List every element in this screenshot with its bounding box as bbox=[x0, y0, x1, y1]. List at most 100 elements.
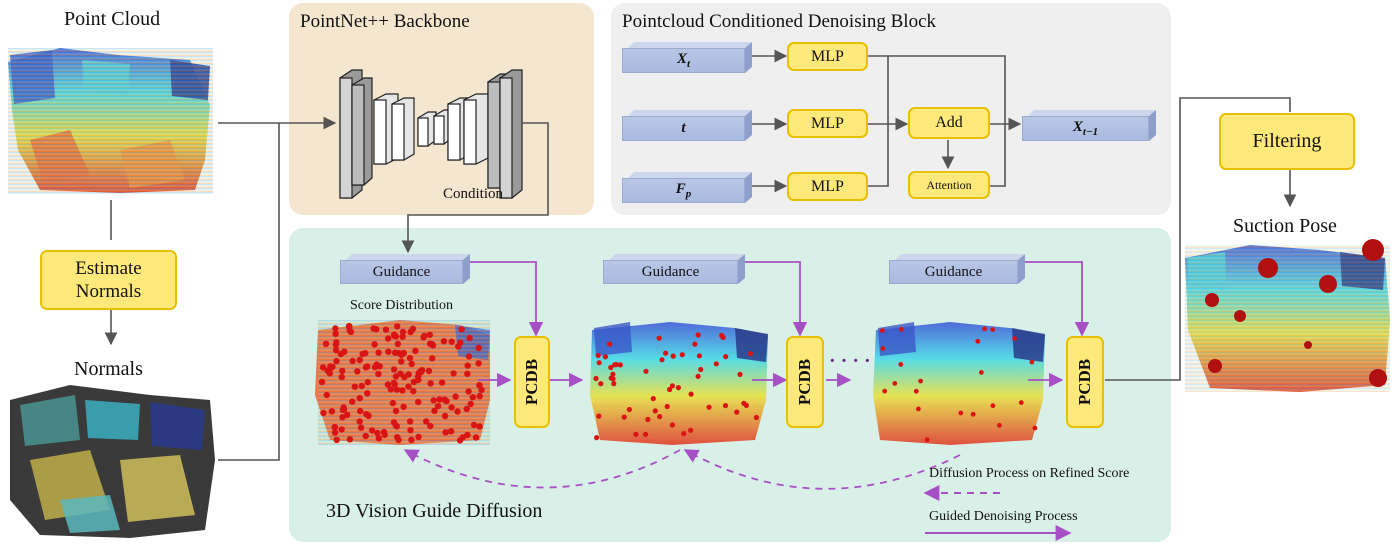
pcdb-label-3: PCDB bbox=[1075, 358, 1094, 406]
ellipsis: · · · · bbox=[829, 350, 871, 372]
score-dot-1 bbox=[442, 429, 449, 436]
score-dot-1 bbox=[472, 434, 480, 441]
suction-mark bbox=[1205, 293, 1219, 307]
estimate-normals-box: Estimate Normals bbox=[40, 250, 177, 310]
input-fp-subscript: p bbox=[685, 188, 692, 200]
legend-dashed-label: Diffusion Process on Refined Score bbox=[929, 466, 1130, 481]
score-dot-3 bbox=[918, 378, 923, 384]
score-dot-1 bbox=[363, 411, 370, 418]
score-dot-2 bbox=[598, 381, 604, 387]
score-dot-3 bbox=[997, 422, 1002, 428]
suction-mark bbox=[1304, 341, 1312, 349]
score-dot-3 bbox=[913, 388, 919, 394]
score-dot-3 bbox=[970, 411, 976, 417]
score-dot-1 bbox=[441, 412, 449, 420]
score-dot-1 bbox=[415, 398, 422, 406]
score-dot-2 bbox=[611, 381, 617, 387]
score-dot-2 bbox=[692, 341, 698, 347]
backbone-title: PointNet++ Backbone bbox=[300, 11, 470, 32]
score-dot-2 bbox=[698, 366, 704, 373]
score-dot-1 bbox=[382, 326, 390, 333]
score-dot-1 bbox=[476, 382, 483, 389]
score-dot-1 bbox=[339, 414, 346, 421]
score-dot-1 bbox=[333, 339, 340, 346]
score-dot-2 bbox=[612, 362, 618, 368]
score-dot-1 bbox=[395, 436, 402, 444]
score-dot-1 bbox=[434, 403, 442, 410]
suction-pose-image bbox=[1185, 245, 1390, 392]
score-dot-2 bbox=[643, 368, 649, 374]
score-dot-1 bbox=[427, 380, 434, 387]
score-dot-2 bbox=[696, 353, 703, 359]
score-dot-1 bbox=[448, 338, 455, 345]
normals-image bbox=[10, 385, 215, 538]
score-dot-1 bbox=[398, 358, 405, 365]
score-dot-1 bbox=[390, 366, 398, 373]
score-dot-1 bbox=[465, 388, 472, 395]
score-dot-1 bbox=[332, 330, 339, 338]
score-dot-1 bbox=[368, 427, 376, 434]
score-dot-1 bbox=[346, 436, 354, 443]
score-dot-3 bbox=[1032, 425, 1038, 431]
score-dot-2 bbox=[656, 335, 662, 341]
score-dot-1 bbox=[338, 426, 345, 433]
score-distribution-3 bbox=[873, 322, 1045, 445]
score-dot-1 bbox=[393, 386, 400, 393]
score-dot-1 bbox=[436, 396, 443, 403]
score-dot-2 bbox=[596, 360, 602, 366]
score-dot-1 bbox=[331, 429, 339, 436]
score-dot-1 bbox=[338, 373, 345, 381]
score-dot-3 bbox=[924, 437, 930, 443]
input-fp: Fp bbox=[622, 172, 752, 203]
score-dot-3 bbox=[1012, 336, 1017, 341]
attention-label: Attention bbox=[926, 177, 972, 192]
pcdb-box-3: PCDB bbox=[1066, 336, 1104, 428]
score-dot-1 bbox=[476, 392, 483, 400]
denoising-block-title: Pointcloud Conditioned Denoising Block bbox=[622, 11, 937, 32]
dashed-arrow-refine-2 bbox=[683, 449, 961, 490]
score-dot-1 bbox=[463, 405, 470, 413]
input-fp-symbol: F bbox=[675, 181, 686, 197]
score-dot-1 bbox=[323, 391, 330, 399]
pcdb-label-2: PCDB bbox=[795, 358, 814, 406]
score-dot-1 bbox=[431, 407, 438, 414]
score-dot-1 bbox=[333, 357, 340, 365]
score-dot-1 bbox=[358, 382, 365, 390]
mlp-box-3: MLP bbox=[787, 172, 868, 201]
score-dot-1 bbox=[371, 341, 378, 348]
guidance-slab-2: Guidance bbox=[603, 254, 745, 284]
score-dot-1 bbox=[400, 403, 407, 410]
score-dot-1 bbox=[332, 325, 339, 332]
score-dot-2 bbox=[669, 383, 676, 389]
score-dot-3 bbox=[880, 346, 886, 351]
score-dot-1 bbox=[364, 379, 371, 386]
guidance-slab-1: Guidance bbox=[340, 254, 470, 284]
mlp-label-2: MLP bbox=[811, 114, 844, 132]
score-dot-1 bbox=[375, 435, 383, 442]
score-dot-1 bbox=[466, 334, 473, 342]
red-score-dots bbox=[318, 322, 1038, 444]
arrow-condition-to-guidance bbox=[401, 122, 549, 254]
arrow-mlp-join bbox=[868, 55, 889, 187]
input-xt-symbol: X bbox=[676, 51, 687, 67]
diffusion-title: 3D Vision Guide Diffusion bbox=[326, 500, 543, 522]
score-dot-2 bbox=[722, 403, 729, 409]
score-dot-1 bbox=[408, 436, 415, 443]
score-dot-1 bbox=[455, 343, 462, 350]
score-dot-1 bbox=[385, 335, 392, 342]
score-dot-3 bbox=[882, 388, 888, 394]
score-dot-2 bbox=[669, 422, 676, 428]
suction-mark bbox=[1362, 239, 1384, 261]
arrow-guidance1-to-pcdb1 bbox=[470, 261, 544, 337]
score-dot-1 bbox=[392, 422, 399, 429]
score-dot-1 bbox=[429, 342, 437, 349]
score-dot-1 bbox=[394, 340, 402, 348]
score-dot-2 bbox=[753, 414, 760, 421]
score-dot-1 bbox=[399, 387, 406, 394]
score-dot-1 bbox=[423, 418, 430, 425]
score-dot-3 bbox=[892, 381, 898, 386]
suction-mark bbox=[1234, 310, 1246, 322]
score-dot-3 bbox=[979, 370, 984, 375]
score-dot-1 bbox=[319, 364, 327, 371]
score-dot-2 bbox=[670, 353, 676, 359]
